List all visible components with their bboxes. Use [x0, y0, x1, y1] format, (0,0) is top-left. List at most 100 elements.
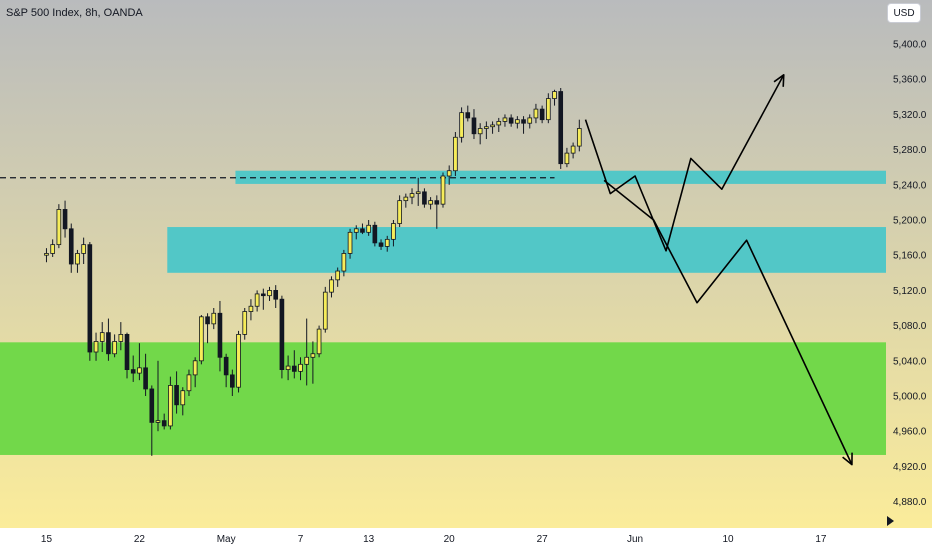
candle-body [546, 98, 551, 121]
candle [570, 142, 576, 159]
candle-body [180, 390, 186, 406]
time-axis[interactable]: 15 22 May 7 13 20 27 Jun 10 17 [41, 534, 827, 545]
candle [552, 89, 557, 106]
candle-body [459, 112, 464, 138]
candle-body [68, 228, 74, 265]
candle-body [347, 231, 353, 254]
candle [50, 239, 55, 257]
candles-layer [44, 88, 582, 456]
candle [360, 223, 365, 235]
candle-body [490, 124, 495, 128]
candle-body [291, 365, 297, 372]
time-tick-label: 10 [722, 534, 734, 545]
candle [335, 267, 340, 287]
candle [341, 249, 347, 277]
candle-body [273, 289, 279, 300]
candle [576, 119, 582, 152]
candle [477, 123, 483, 145]
candle-body [155, 420, 161, 423]
candle-body [81, 244, 86, 254]
candle [446, 165, 452, 185]
candle [329, 276, 334, 298]
price-tick-label: 5,160.0 [893, 251, 927, 262]
candle [397, 195, 402, 228]
candle [378, 239, 384, 250]
candle [211, 308, 217, 330]
time-tick-label: 17 [815, 534, 827, 545]
candle [459, 107, 464, 143]
time-tick-label: 13 [363, 534, 375, 545]
candle [285, 355, 291, 381]
candle [56, 204, 62, 249]
candle-body [527, 117, 533, 124]
candle-body [391, 223, 396, 240]
price-tick-label: 5,200.0 [893, 216, 927, 227]
candle [186, 369, 192, 396]
time-tick-label: 22 [134, 534, 146, 545]
candle-body [174, 385, 179, 406]
candle-body [440, 175, 446, 205]
bullish-projection-arrowhead [773, 74, 785, 87]
candle-body [267, 289, 272, 297]
candle [62, 200, 68, 238]
candle [347, 228, 353, 259]
candle-body [310, 353, 316, 358]
candle-body [192, 360, 198, 376]
candle-body [211, 312, 217, 325]
scroll-to-realtime-icon[interactable] [884, 514, 896, 528]
candle-body [508, 117, 514, 124]
candle [508, 114, 514, 127]
candle [180, 387, 186, 416]
price-axis[interactable]: 4,880.0 4,920.0 4,960.0 5,000.0 5,040.0 5,080… [893, 40, 927, 509]
candle-body [360, 228, 365, 233]
candle-body [378, 242, 384, 247]
candle-body [403, 196, 409, 202]
candle [496, 117, 502, 132]
candle [130, 355, 136, 382]
candle [453, 132, 458, 176]
candle [267, 286, 272, 301]
bullish-projection [584, 74, 785, 252]
candle-body [199, 316, 204, 362]
candle-body [533, 108, 539, 119]
candle [415, 177, 421, 206]
time-tick-label: May [217, 534, 236, 545]
candle [124, 332, 130, 379]
candle [304, 318, 310, 386]
candle-body [112, 341, 117, 355]
candle-body [372, 224, 378, 244]
candle [230, 369, 235, 396]
candle [471, 109, 477, 140]
candle-body [558, 91, 564, 165]
candle [490, 121, 495, 134]
candle-body [285, 365, 291, 370]
candle-body [217, 312, 223, 358]
candle [403, 193, 409, 208]
candle [242, 308, 248, 340]
candle [248, 299, 254, 321]
candle-body [124, 333, 130, 370]
candle [322, 286, 328, 333]
candle-body [496, 121, 502, 126]
demand-zone [0, 342, 886, 455]
middle-resistance-zone [167, 227, 886, 273]
currency-button[interactable]: USD [887, 3, 921, 23]
candle [137, 343, 142, 381]
candle-body [422, 191, 427, 205]
candle-body [279, 298, 285, 371]
price-tick-label: 5,240.0 [893, 180, 927, 191]
time-tick-label: 7 [298, 534, 304, 545]
price-tick-label: 5,320.0 [893, 110, 927, 121]
candle [391, 220, 396, 247]
candle [316, 325, 322, 358]
candle-body [248, 305, 254, 312]
candle-body [149, 388, 155, 423]
candle [564, 147, 570, 168]
candle-body [230, 374, 235, 388]
candle-body [465, 112, 471, 119]
candle-body [168, 385, 173, 427]
candle [484, 121, 489, 140]
candle-body [99, 332, 105, 342]
